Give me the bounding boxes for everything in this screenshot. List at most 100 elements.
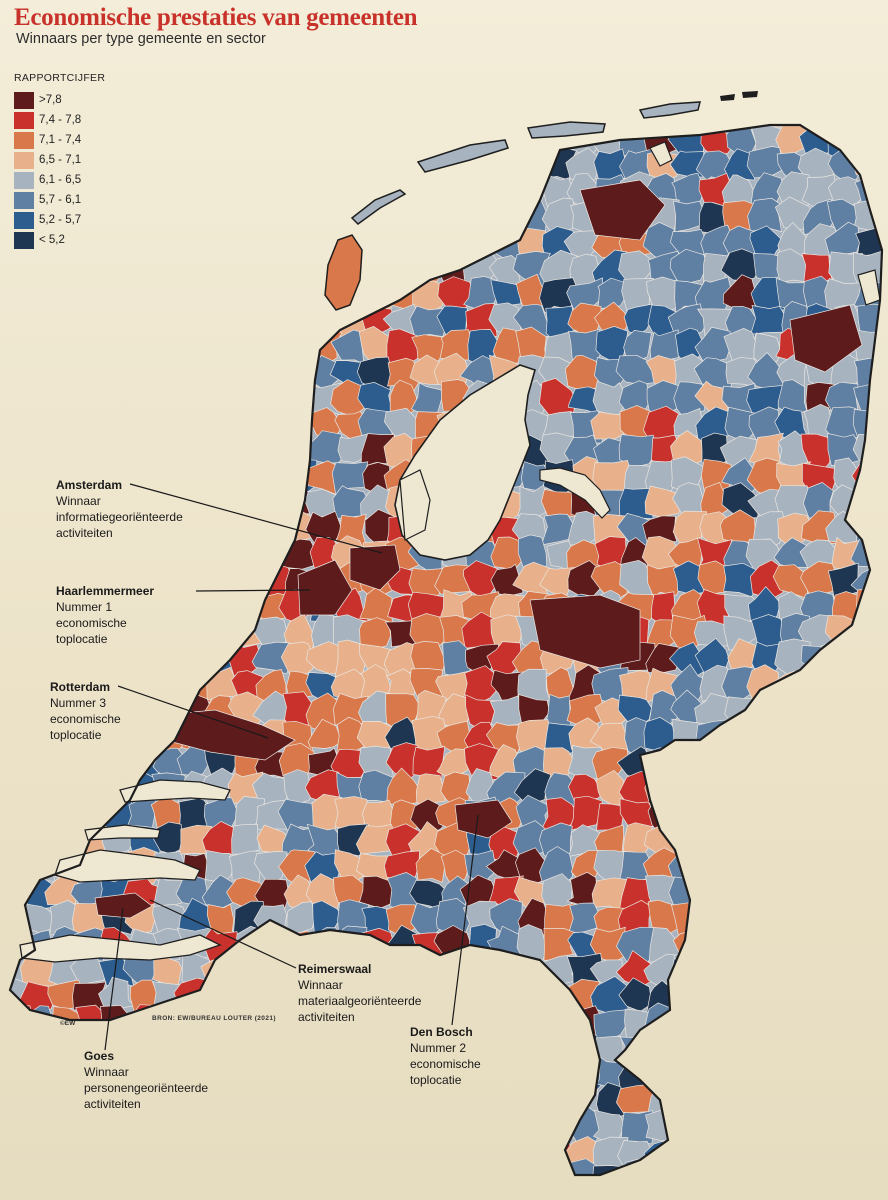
municipality-region bbox=[258, 926, 292, 961]
municipality-region bbox=[883, 379, 888, 418]
municipality-region bbox=[258, 1113, 293, 1141]
municipality-region bbox=[566, 1030, 601, 1066]
municipality-region bbox=[801, 876, 838, 911]
municipality-region bbox=[203, 1110, 238, 1144]
municipality-region bbox=[207, 981, 239, 1011]
annotation-line: Nummer 3 bbox=[50, 696, 107, 710]
municipality-region bbox=[643, 1060, 681, 1090]
municipality-region bbox=[225, 1135, 264, 1169]
municipality-region bbox=[746, 146, 785, 179]
annotation-line: toplocatie bbox=[410, 1073, 462, 1087]
municipality-region bbox=[175, 380, 215, 417]
municipality-region bbox=[529, 594, 641, 669]
municipality-region bbox=[853, 614, 882, 647]
municipality-region bbox=[389, 1159, 424, 1175]
municipality-region bbox=[701, 1081, 733, 1118]
municipality-region bbox=[720, 1159, 761, 1175]
municipality-region bbox=[122, 381, 159, 420]
municipality-region bbox=[563, 229, 605, 260]
municipality-region bbox=[514, 1185, 552, 1200]
municipality-region bbox=[853, 487, 882, 521]
municipality-region bbox=[827, 1056, 864, 1090]
municipality-region bbox=[98, 254, 138, 290]
municipality-region bbox=[878, 693, 882, 731]
legend-swatch bbox=[14, 171, 34, 189]
municipality-region bbox=[48, 1186, 81, 1200]
municipality-region bbox=[878, 953, 882, 986]
municipality-region bbox=[77, 641, 107, 680]
municipality-region bbox=[178, 304, 216, 340]
municipality-region bbox=[828, 1028, 862, 1068]
legend-label: < 5,2 bbox=[39, 234, 65, 246]
municipality-region bbox=[126, 125, 159, 134]
municipality-region bbox=[726, 980, 760, 1015]
municipality-region bbox=[155, 611, 189, 651]
municipality-region bbox=[304, 125, 343, 131]
legend-label: 5,2 - 5,7 bbox=[39, 214, 82, 226]
annotation-line: toplocatie bbox=[50, 728, 102, 742]
annotation-line: Winnaar bbox=[56, 494, 101, 508]
municipality-region bbox=[151, 195, 190, 235]
haringvliet bbox=[119, 779, 231, 803]
municipality-region bbox=[307, 125, 344, 154]
page-subtitle: Winnaars per type gemeente en sector bbox=[16, 31, 266, 47]
municipality-region bbox=[672, 797, 709, 836]
municipality-region bbox=[202, 590, 240, 626]
municipality-region bbox=[10, 514, 35, 546]
municipality-region bbox=[281, 332, 314, 366]
island-vlieland bbox=[350, 189, 407, 225]
municipality-region bbox=[772, 1137, 808, 1169]
annotation-amsterdam: Amsterdam Winnaar informatiegeoriënteerd… bbox=[56, 477, 183, 541]
municipality-region bbox=[878, 1105, 882, 1148]
municipality-region bbox=[229, 328, 269, 368]
municipality-region bbox=[489, 1114, 524, 1148]
municipality-region bbox=[490, 563, 524, 597]
municipality-region bbox=[363, 1113, 394, 1145]
municipality-region bbox=[385, 1110, 425, 1146]
municipality-region bbox=[228, 303, 268, 340]
municipality-region bbox=[693, 1058, 734, 1089]
municipality-region bbox=[100, 125, 133, 153]
municipality-region bbox=[746, 1164, 784, 1175]
legend-label: 6,1 - 6,5 bbox=[39, 174, 82, 186]
municipality-region bbox=[668, 1160, 704, 1175]
municipality-region bbox=[179, 641, 214, 680]
municipality-region bbox=[360, 221, 398, 259]
municipality-region bbox=[24, 771, 58, 807]
municipality-region bbox=[723, 822, 757, 857]
municipality-region bbox=[437, 223, 472, 264]
municipality-region bbox=[125, 277, 159, 315]
municipality-region bbox=[854, 1087, 882, 1118]
municipality-region bbox=[176, 199, 211, 232]
municipality-region bbox=[802, 795, 836, 833]
municipality-region bbox=[454, 799, 513, 839]
municipality-region bbox=[854, 927, 882, 964]
municipality-region bbox=[697, 1163, 731, 1175]
municipality-region bbox=[256, 357, 291, 389]
municipality-region bbox=[520, 461, 550, 491]
municipality-region bbox=[825, 667, 864, 703]
municipality-region bbox=[310, 1032, 339, 1068]
municipality-region bbox=[227, 975, 264, 1014]
municipality-region bbox=[199, 1133, 234, 1172]
municipality-region bbox=[204, 1083, 240, 1117]
legend-label: 7,4 - 7,8 bbox=[39, 114, 82, 126]
municipality-region bbox=[280, 1061, 318, 1093]
municipality-region bbox=[728, 745, 762, 781]
island-rottumeroog bbox=[720, 94, 735, 101]
municipality-region bbox=[644, 485, 682, 518]
municipality-region bbox=[77, 749, 109, 779]
municipality-region bbox=[878, 927, 882, 966]
legend-swatch bbox=[14, 191, 34, 209]
municipality-region bbox=[801, 1109, 839, 1145]
municipality-region bbox=[283, 277, 318, 310]
municipality-region bbox=[649, 329, 680, 362]
municipality-region bbox=[286, 125, 314, 133]
municipality-region bbox=[98, 354, 136, 392]
municipality-region bbox=[777, 956, 811, 986]
municipality-region bbox=[286, 901, 317, 935]
source-label: BRON: EW/BUREAU LOUTER (2021) bbox=[152, 1015, 276, 1022]
municipality-region bbox=[128, 1110, 160, 1147]
municipality-region bbox=[311, 793, 343, 833]
municipality-region bbox=[70, 326, 109, 365]
